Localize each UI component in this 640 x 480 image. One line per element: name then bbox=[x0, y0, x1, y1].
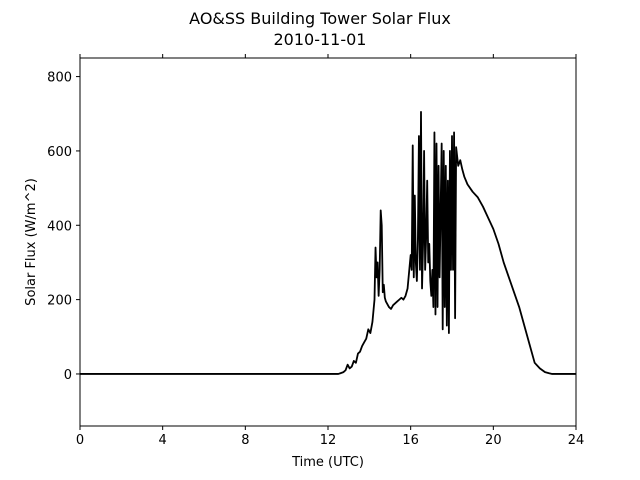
x-tick-label: 4 bbox=[159, 433, 167, 448]
series-line bbox=[80, 111, 576, 375]
y-tick-label: 200 bbox=[47, 294, 72, 309]
y-axis-label: Solar Flux (W/m^2) bbox=[24, 178, 39, 306]
y-tick-label: 600 bbox=[47, 145, 72, 160]
chart-title: AO&SS Building Tower Solar Flux bbox=[189, 9, 451, 28]
y-tick-label: 400 bbox=[47, 219, 72, 234]
x-tick-label: 0 bbox=[76, 433, 84, 448]
x-tick-label: 20 bbox=[485, 433, 502, 448]
x-tick-label: 24 bbox=[568, 433, 585, 448]
plot-area bbox=[80, 111, 576, 375]
x-axis-label: Time (UTC) bbox=[291, 455, 364, 470]
x-tick-label: 16 bbox=[402, 433, 419, 448]
x-tick-label: 8 bbox=[241, 433, 249, 448]
y-tick-label: 800 bbox=[47, 71, 72, 86]
plot-frame bbox=[79, 57, 577, 427]
chart-subtitle: 2010-11-01 bbox=[274, 30, 367, 49]
x-tick-label: 12 bbox=[320, 433, 337, 448]
axis-ticks: 0 4 8 12 16 20 24 0 200 400 600 800 bbox=[47, 54, 584, 448]
y-tick-label: 0 bbox=[64, 368, 72, 383]
